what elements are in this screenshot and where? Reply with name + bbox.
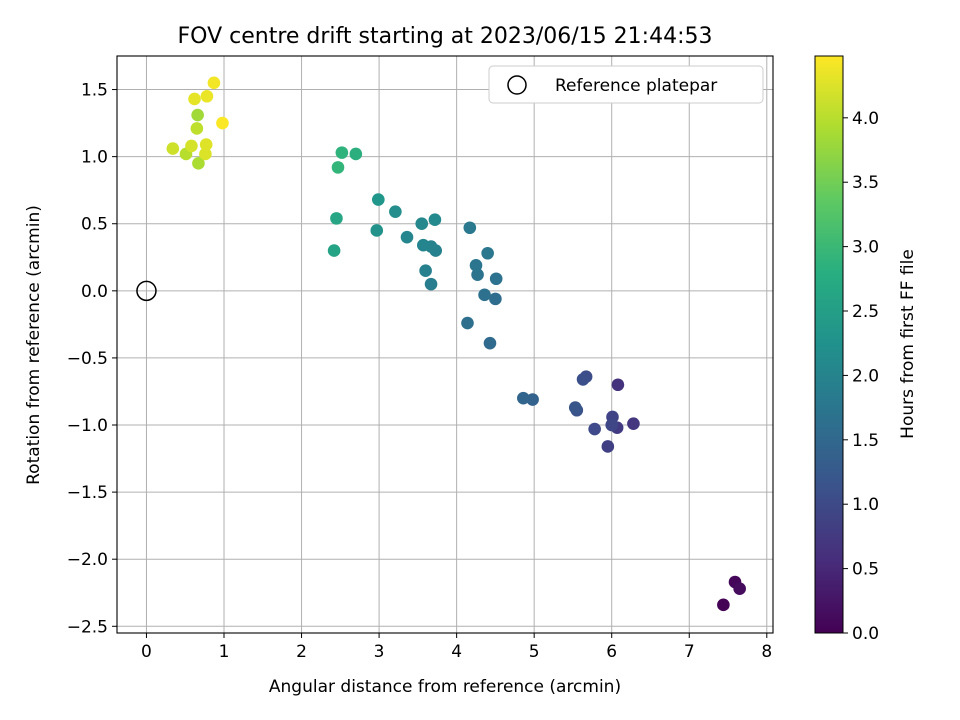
data-point: [733, 582, 746, 596]
data-point: [207, 76, 221, 90]
data-point: [331, 161, 345, 174]
data-point: [389, 205, 402, 218]
y-tick-label: −1.0: [67, 416, 108, 436]
data-point: [185, 139, 198, 153]
y-tick-label: 1.0: [81, 148, 108, 168]
data-point: [717, 598, 730, 612]
y-tick-label: 0.5: [81, 215, 108, 235]
data-point: [469, 259, 483, 272]
data-point: [489, 292, 502, 306]
chart-title: FOV centre drift starting at 2023/06/15 …: [178, 24, 713, 49]
data-point: [370, 224, 384, 237]
data-points: [166, 76, 746, 612]
reference-point-marker: [136, 280, 157, 302]
colorbar-tick-label: 4.0: [852, 109, 879, 129]
y-tick-label: 0.0: [81, 282, 108, 302]
reference-layer: [136, 280, 157, 302]
x-tick-label: 1: [219, 642, 230, 662]
legend-marker-reference: [507, 75, 527, 95]
y-tick-label: −2.5: [67, 617, 108, 637]
x-tick-label: 6: [606, 642, 617, 662]
colorbar-ticks: 0.0 0.5 1.0 1.5 2.0 2.5 3.0 3.5 4.0: [843, 109, 879, 644]
data-point: [463, 221, 477, 235]
x-tick-label: 8: [761, 642, 772, 662]
data-point: [199, 147, 212, 161]
x-tick-label: 5: [529, 642, 540, 662]
data-point: [471, 268, 484, 282]
x-axis-ticks: 0 1 2 3 4 5 6 7 8: [141, 633, 772, 662]
data-point: [605, 418, 619, 432]
data-point: [216, 116, 229, 130]
colorbar-gradient: [814, 55, 844, 634]
y-axis-label: Rotation from reference (arcmin): [24, 205, 44, 485]
data-point: [192, 157, 205, 170]
data-point: [601, 440, 615, 453]
data-point: [526, 393, 539, 406]
colorbar-label: Hours from first FF file: [898, 249, 918, 439]
legend-label-reference: Reference platepar: [555, 76, 717, 96]
data-point: [481, 246, 494, 260]
data-point: [190, 122, 204, 135]
plot-frame: [116, 55, 774, 634]
data-point: [576, 373, 590, 386]
x-tick-label: 0: [141, 642, 152, 662]
colorbar-tick-label: 3.0: [852, 238, 879, 258]
colorbar-tick-label: 2.0: [852, 366, 879, 386]
data-point: [166, 142, 180, 155]
colorbar-tick-label: 1.0: [852, 495, 879, 515]
x-tick-label: 3: [374, 642, 385, 662]
data-point: [611, 378, 625, 392]
data-point: [483, 336, 497, 350]
y-tick-label: −0.5: [67, 349, 108, 369]
x-axis-label: Angular distance from reference (arcmin): [269, 677, 621, 697]
data-point: [335, 146, 349, 159]
data-point: [372, 193, 385, 206]
colorbar-tick-label: 2.5: [852, 302, 879, 322]
y-tick-label: 1.5: [81, 81, 108, 101]
data-point: [188, 92, 201, 106]
data-point: [461, 316, 474, 330]
data-point: [627, 417, 640, 430]
data-point: [489, 272, 503, 286]
data-point: [200, 89, 214, 103]
data-point: [424, 277, 438, 291]
data-point: [517, 391, 530, 405]
data-point: [191, 108, 204, 122]
data-point: [419, 264, 432, 277]
data-point: [428, 213, 442, 227]
data-point: [327, 244, 341, 257]
colorbar-tick-label: 0.5: [852, 560, 879, 580]
data-point: [330, 212, 343, 225]
data-point: [199, 138, 213, 151]
data-point: [588, 422, 601, 436]
grid-layer: [117, 56, 773, 633]
data-point: [400, 230, 414, 244]
data-point: [478, 288, 491, 302]
y-axis-ticks: 1.5 1.0 0.5 0.0 −0.5 −1.0 −1.5 −2.0 −2.5: [67, 81, 117, 637]
data-point: [568, 401, 582, 414]
x-tick-label: 7: [684, 642, 695, 662]
x-tick-label: 4: [451, 642, 462, 662]
x-tick-label: 2: [296, 642, 307, 662]
colorbar-tick-label: 1.5: [852, 431, 879, 451]
colorbar-tick-label: 3.5: [852, 173, 879, 193]
colorbar: 0.0 0.5 1.0 1.5 2.0 2.5 3.0 3.5 4.0 Hours from f…: [814, 55, 918, 644]
y-tick-label: −1.5: [67, 483, 108, 503]
legend-box: [488, 65, 764, 104]
legend: Reference platepar: [488, 65, 764, 104]
y-tick-label: −2.0: [67, 550, 108, 570]
data-point: [415, 217, 429, 231]
data-point: [416, 238, 430, 252]
data-point: [349, 147, 363, 161]
colorbar-tick-label: 0.0: [852, 624, 879, 644]
